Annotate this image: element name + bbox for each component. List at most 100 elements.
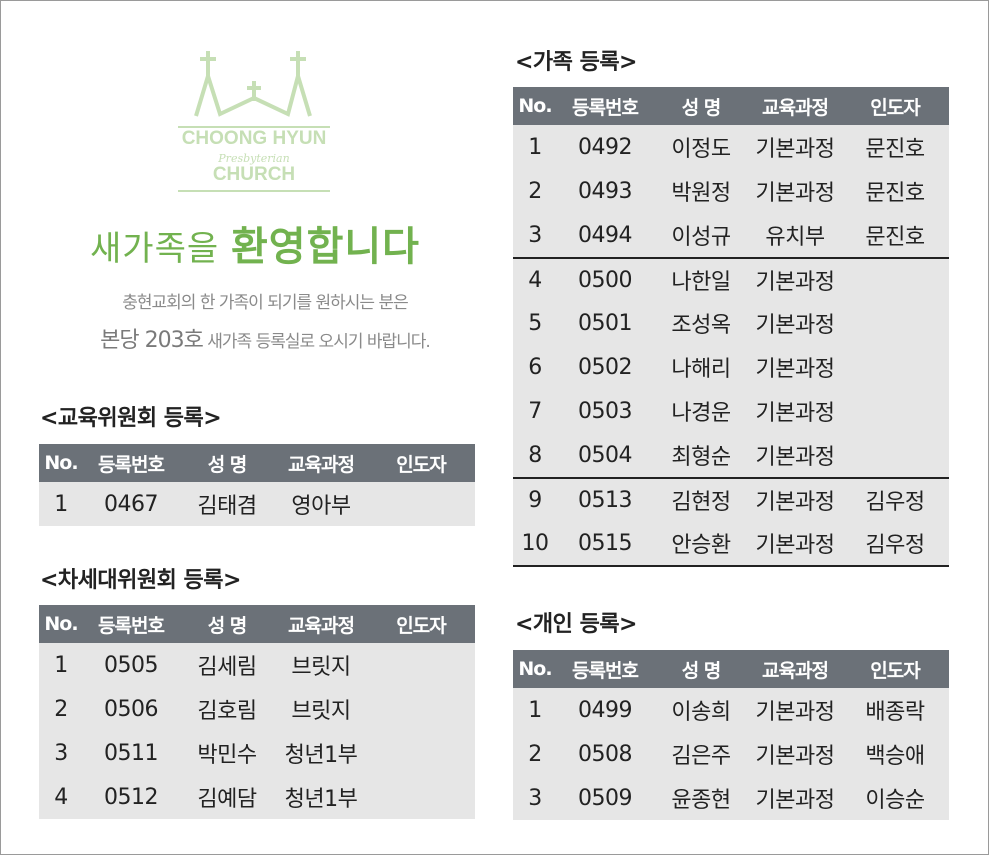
table-cell: 0502 [578,354,633,380]
table-cell: 김호림 [197,699,257,724]
table-cell: 이송희 [671,700,731,725]
welcome-part1: 새가족을 [90,229,231,269]
table-cell: 0506 [104,696,159,722]
table-cell: 기본과정 [755,744,835,769]
table-cell: 나경운 [671,401,731,426]
table-cell: 김세림 [197,655,257,680]
table-cell: 0500 [578,267,633,293]
table-cell: 나한일 [671,270,731,295]
column-header: 교육과정 [762,659,829,682]
table-cell: 브릿지 [291,699,351,724]
table-cell: 이승순 [865,788,925,813]
table-cell: 브릿지 [291,655,351,680]
table-cell: 0493 [578,178,633,204]
column-header: No. [44,613,78,635]
table-cell: 0494 [578,222,633,248]
section-title-family: <가족 등록> [515,50,638,75]
table-cell: 1 [528,134,542,160]
column-header: No. [518,658,552,680]
table-cell: 백승애 [865,744,925,769]
table-cell: 7 [528,398,542,424]
column-header: 등록번호 [98,614,165,637]
table-cell: 김예담 [197,787,257,812]
church-logo-icon [178,51,330,192]
column-header: 교육과정 [288,453,355,476]
table-row: 2 0508 김은주 기본과정 백승애 [513,732,949,776]
table-row: 6 0502 나해리 기본과정 [513,345,949,389]
table-cell: 2 [528,178,542,204]
table-cell: 1 [54,491,68,517]
table-row: 4 0500 나한일 기본과정 [513,257,949,301]
table-header: No. 등록번호 성 명 교육과정 인도자 [513,87,949,125]
table-row: 9 0513 김현정 기본과정 김우정 [513,477,949,521]
table-row: 1 0499 이송희 기본과정 배종락 [513,688,949,732]
table-family: No. 등록번호 성 명 교육과정 인도자 1 0492 이정도 기본과정 문진호 2 0493 박원정… [513,87,949,567]
table-cell: 0513 [578,487,633,513]
logo-text-church: CHURCH [212,164,296,185]
column-header: 성 명 [681,659,722,682]
table-cell: 4 [54,784,68,810]
subtitle-rest: 새가족 등록실로 오시기 바랍니다. [202,332,431,352]
column-header: 인도자 [396,614,446,637]
welcome-part2: 환영합니다 [230,224,420,270]
table-row: 10 0515 안승환 기본과정 김우정 [513,521,949,565]
welcome-heading: 새가족을 환영합니다 [40,214,470,272]
table-row: 4 0512 김예담 청년1부 [39,775,475,819]
table-row: 8 0504 최형순 기본과정 [513,433,949,477]
table-row: 2 0493 박원정 기본과정 문진호 [513,169,949,213]
column-header: 인도자 [870,96,920,119]
column-header: 인도자 [870,659,920,682]
table-cell: 기본과정 [755,401,835,426]
logo-text-choong-hyun: CHOONG HYUN [181,128,327,149]
column-header: 등록번호 [572,96,639,119]
table-cell: 0503 [578,398,633,424]
table-cell: 4 [528,267,542,293]
table-cell: 3 [54,740,68,766]
section-title-next: <차세대위원회 등록> [40,568,241,593]
table-row: 1 0505 김세림 브릿지 [39,643,475,687]
table-cell: 김현정 [671,490,731,515]
table-cell: 유치부 [765,225,825,250]
table-cell: 5 [528,310,542,336]
table-row: 3 0511 박민수 청년1부 [39,731,475,775]
table-next-generation: No. 등록번호 성 명 교육과정 인도자 1 0505 김세림 브릿지 2 0506 김호림 브릿지 3… [39,605,475,819]
table-cell: 0499 [578,697,633,723]
table-cell: 8 [528,442,542,468]
table-cell: 기본과정 [755,533,835,558]
section-title-personal: <개인 등록> [515,612,638,637]
column-header: 인도자 [396,453,446,476]
table-cell: 기본과정 [755,313,835,338]
column-header: 성 명 [207,453,248,476]
subtitle-line1: 충현교회의 한 가족이 되기를 원하시는 분은 [122,293,409,313]
table-cell: 영아부 [291,494,351,519]
table-row: 1 0467 김태겸 영아부 [39,482,475,526]
table-cell: 기본과정 [755,445,835,470]
table-cell: 기본과정 [755,357,835,382]
column-header: 교육과정 [762,96,829,119]
table-cell: 기본과정 [755,490,835,515]
column-header: 등록번호 [98,453,165,476]
table-cell: 0505 [104,652,159,678]
table-cell: 2 [54,696,68,722]
table-cell: 기본과정 [755,788,835,813]
subtitle-line2: 본당 203호 새가족 등록실로 오시기 바랍니다. [40,322,490,354]
table-cell: 조성옥 [671,313,731,338]
table-row: 1 0492 이정도 기본과정 문진호 [513,125,949,169]
table-cell: 이정도 [671,137,731,162]
logo-text-presbyterian: Presbyterian [218,152,290,165]
table-cell: 기본과정 [755,181,835,206]
column-header: No. [44,452,78,474]
table-cell: 1 [54,652,68,678]
table-header: No. 등록번호 성 명 교육과정 인도자 [39,444,475,482]
table-cell: 3 [528,222,542,248]
table-cell: 김우정 [865,533,925,558]
table-cell: 0508 [578,741,633,767]
table-cell: 기본과정 [755,700,835,725]
table-cell: 배종락 [865,700,925,725]
column-header: 성 명 [681,96,722,119]
table-cell: 0512 [104,784,159,810]
table-cell: 김우정 [865,490,925,515]
table-header: No. 등록번호 성 명 교육과정 인도자 [513,650,949,688]
table-row: 3 0494 이성규 유치부 문진호 [513,213,949,257]
table-row: 5 0501 조성옥 기본과정 [513,301,949,345]
